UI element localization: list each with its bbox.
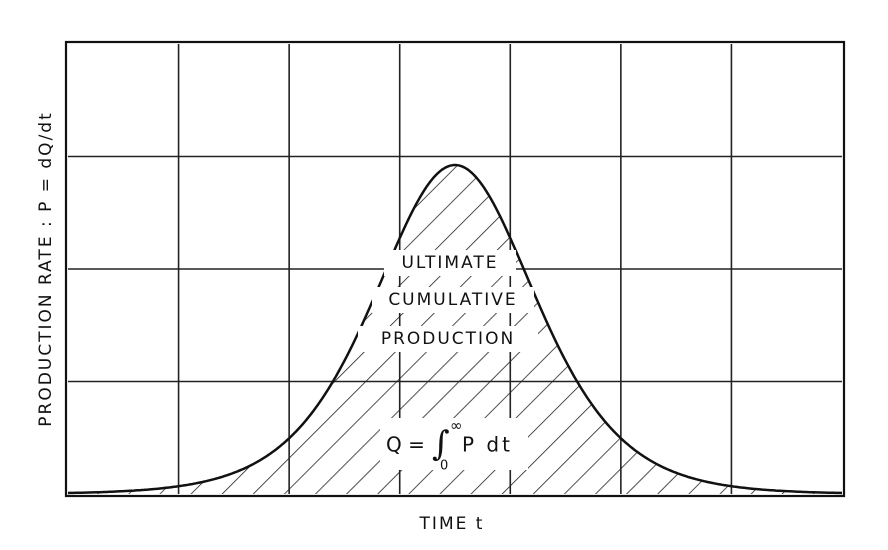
label-bg	[358, 326, 538, 352]
label-bg	[372, 287, 534, 313]
integral-sign: ∫	[432, 424, 450, 464]
production-curve	[67, 163, 843, 495]
formula: Q = ∫ ∞ 0 P dt	[380, 417, 528, 474]
area-label-line: ULTIMATE	[401, 253, 498, 273]
area-label-line: CUMULATIVE	[388, 290, 517, 310]
area-label-line: PRODUCTION	[381, 329, 515, 349]
formula-bg	[380, 418, 528, 470]
y-axis-label: PRODUCTION RATE : P = dQ/dt	[36, 111, 56, 427]
label-bg	[384, 250, 516, 276]
formula-lhs: Q =	[386, 433, 425, 457]
area-label: ULTIMATE CUMULATIVE PRODUCTION	[358, 250, 538, 352]
integrand: P dt	[462, 433, 513, 457]
integral-lower: 0	[440, 459, 448, 474]
x-axis-label: TIME t	[419, 514, 485, 534]
frame	[64, 40, 846, 498]
integral-upper: ∞	[450, 417, 463, 435]
